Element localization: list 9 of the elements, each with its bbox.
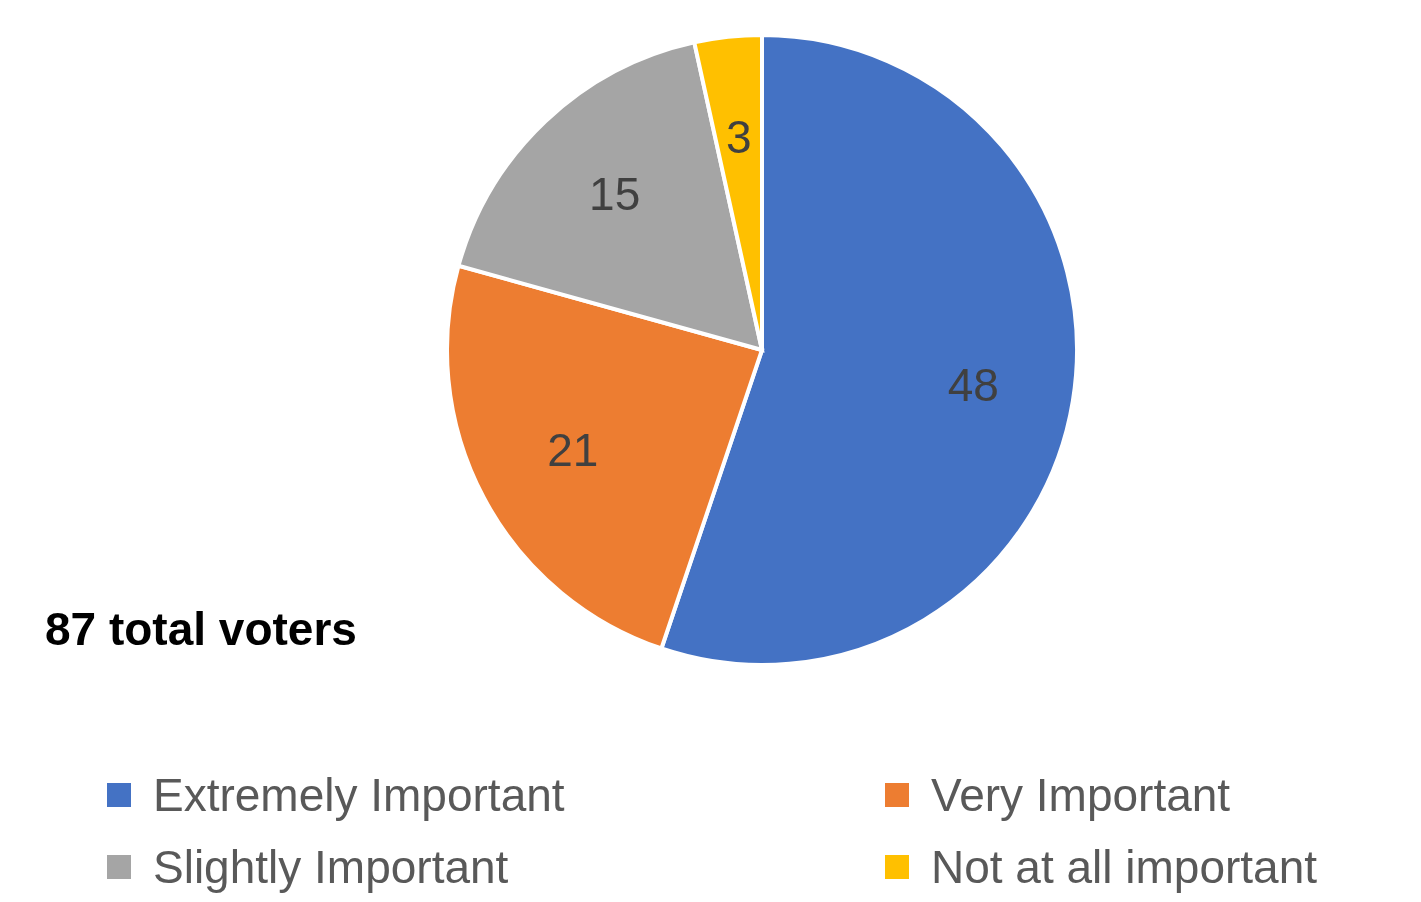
data-label: 3 xyxy=(726,111,752,164)
legend-label: Slightly Important xyxy=(153,840,509,894)
text: 87 total voters xyxy=(45,602,357,656)
legend-label: Extremely Important xyxy=(153,768,565,822)
data-label: 21 xyxy=(547,424,599,477)
data-label: 48 xyxy=(947,358,999,411)
legend-label: Very Important xyxy=(931,768,1231,822)
data-label: 15 xyxy=(589,168,641,221)
legend-label: Not at all important xyxy=(931,840,1318,894)
